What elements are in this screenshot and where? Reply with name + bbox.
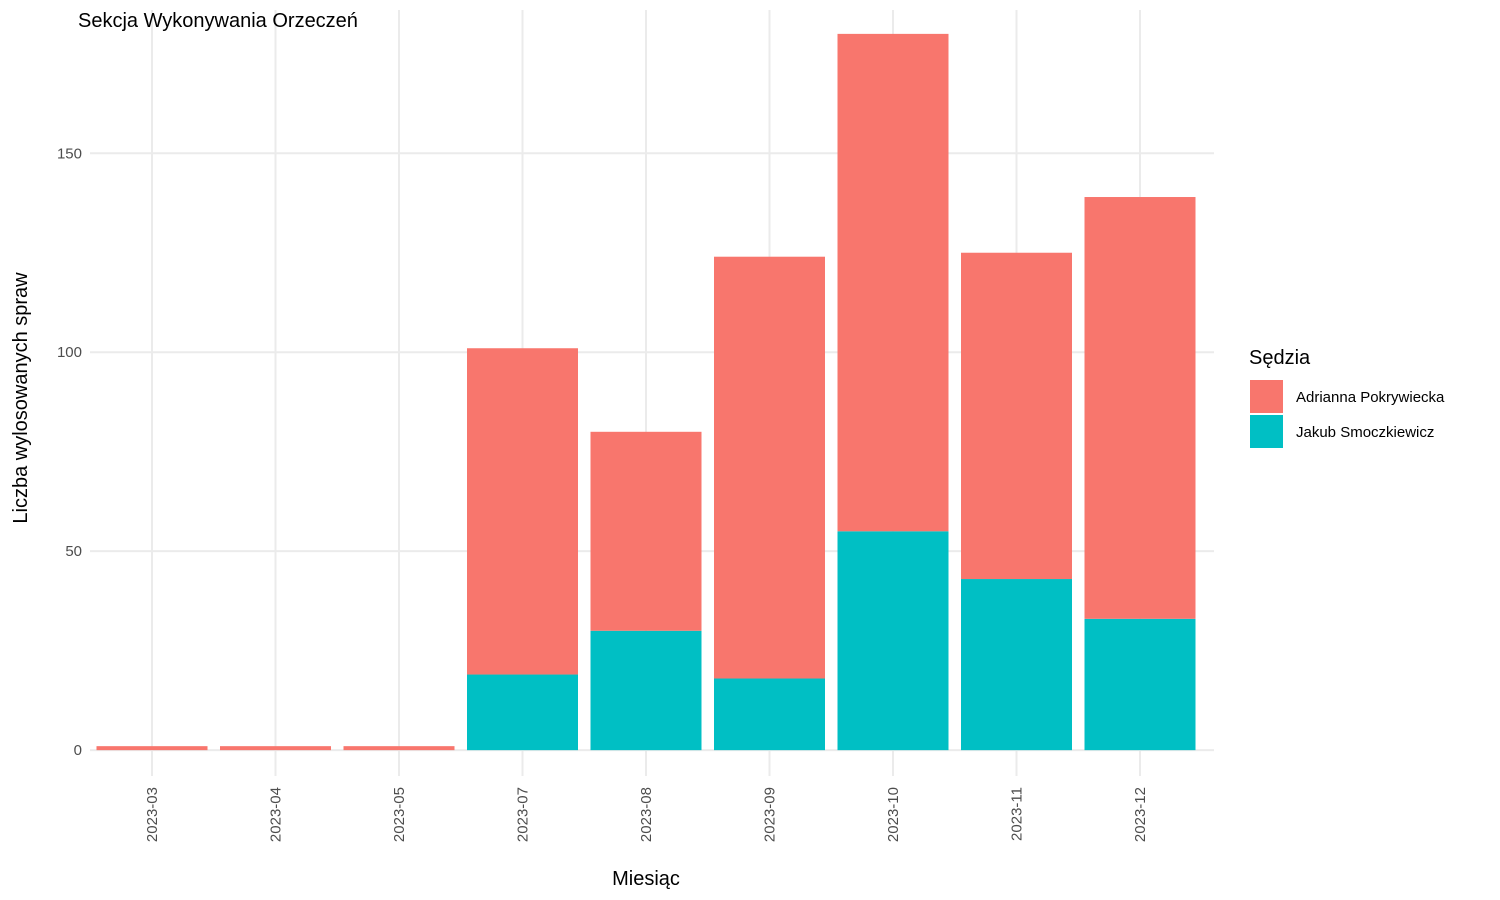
y-tick-label: 150	[57, 145, 82, 162]
bar-segment	[590, 431, 702, 631]
x-tick-label: 2023-11	[1009, 787, 1026, 841]
x-tick-label: 2023-10	[885, 787, 902, 842]
bar-segment	[714, 256, 825, 679]
bar-segment	[1084, 618, 1196, 751]
bar-segment	[837, 33, 949, 532]
legend-label: Jakub Smoczkiewicz	[1296, 424, 1434, 441]
y-axis-title: Liczba wylosowanych spraw	[10, 272, 32, 524]
bar-segment	[96, 746, 208, 751]
x-tick-label: 2023-08	[638, 787, 655, 842]
chart-title: Sekcja Wykonywania Orzeczeń	[78, 10, 358, 32]
bar-segment	[467, 674, 578, 751]
legend-title: Sędzia	[1249, 347, 1311, 369]
legend: Sędzia Adrianna Pokrywiecka Jakub Smoczki…	[1249, 347, 1445, 448]
y-tick-label: 50	[65, 543, 82, 560]
y-tick-label: 100	[57, 344, 82, 361]
x-tick-label: 2023-07	[515, 787, 532, 842]
x-tick-label: 2023-12	[1132, 787, 1149, 842]
x-tick-label: 2023-09	[762, 787, 779, 842]
x-tick-label: 2023-05	[391, 787, 408, 842]
x-axis-title: Miesiąc	[612, 868, 680, 890]
bar-segment	[467, 348, 578, 675]
bar-segment	[714, 678, 825, 751]
y-tick-label: 0	[74, 742, 82, 759]
y-axis-ticks: 0 50 100 150	[57, 145, 82, 759]
legend-swatch	[1250, 380, 1283, 413]
bars	[96, 33, 1196, 751]
bar-segment	[961, 252, 1072, 580]
legend-label: Adrianna Pokrywiecka	[1296, 389, 1445, 406]
bar-segment	[220, 746, 331, 751]
bar-segment	[590, 630, 702, 751]
x-tick-label: 2023-03	[144, 787, 161, 842]
legend-items: Adrianna Pokrywiecka Jakub Smoczkiewicz	[1250, 380, 1445, 448]
bar-segment	[837, 531, 949, 751]
bar-segment	[343, 746, 455, 751]
x-axis-ticks: 2023-03 2023-04 2023-05 2023-07 2023-08 2023-…	[144, 787, 1149, 842]
legend-swatch	[1250, 415, 1283, 448]
bar-segment	[961, 579, 1072, 751]
x-tick-label: 2023-04	[268, 787, 285, 842]
bar-segment	[1084, 197, 1196, 619]
